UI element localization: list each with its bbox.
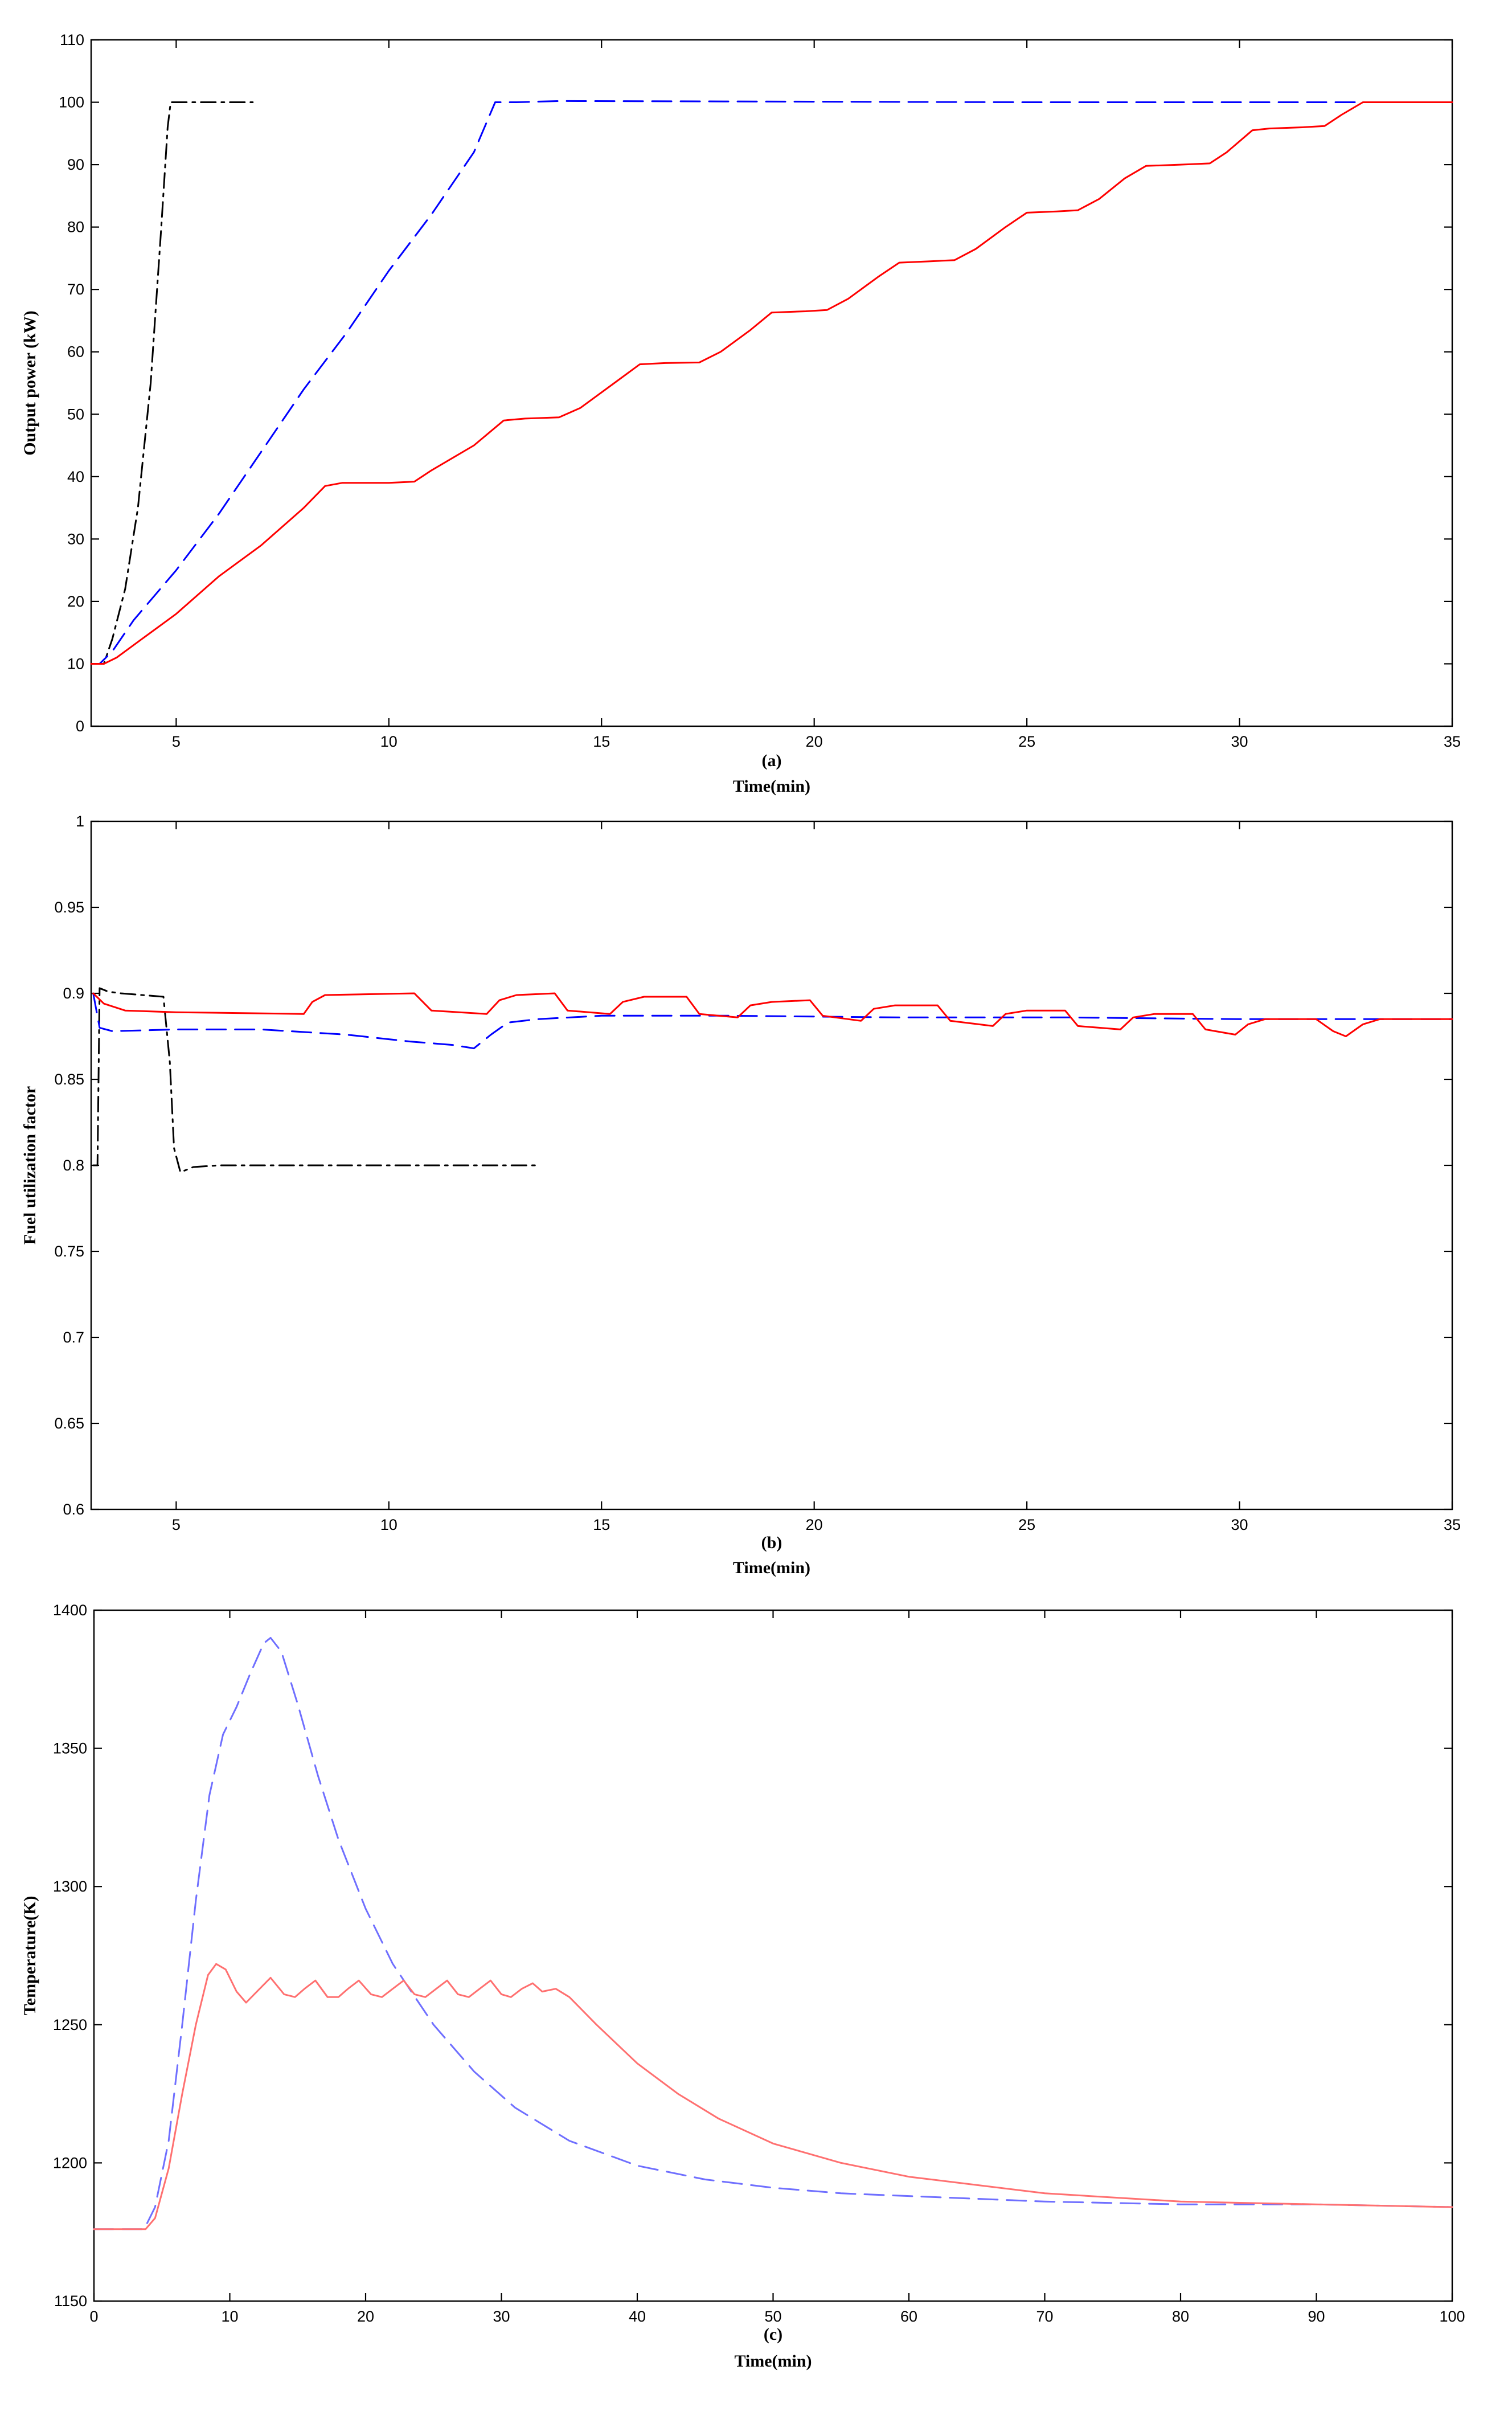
y-tick-label: 30 <box>67 530 84 547</box>
y-tick-label: 60 <box>67 343 84 361</box>
y-tick-label: 110 <box>60 31 84 48</box>
y-tick-label: 0.95 <box>54 899 84 916</box>
y-tick-label: 0.65 <box>54 1415 84 1432</box>
x-tick-label: 5 <box>172 1516 181 1533</box>
y-tick-label: 0.6 <box>63 1501 84 1518</box>
y-tick-label: 100 <box>59 94 84 111</box>
y-axis-title: Fuel utilization factor <box>21 1086 39 1245</box>
y-tick-label: 40 <box>67 468 84 485</box>
x-tick-label: 40 <box>629 2308 646 2325</box>
x-axis-title: Time(min) <box>733 777 810 796</box>
x-axis-title: Time(min) <box>733 1558 810 1577</box>
plot-frame <box>90 820 1453 1511</box>
x-tick-label: 20 <box>806 733 823 750</box>
y-tick-label: 0 <box>76 718 84 735</box>
x-axis-title: Time(min) <box>734 2352 812 2371</box>
x-tick-label: 80 <box>1172 2308 1189 2325</box>
series-line-1 <box>90 100 1453 665</box>
x-tick-label: 25 <box>1018 733 1035 750</box>
series-line-0 <box>93 1637 1453 2230</box>
x-tick-label: 15 <box>593 1516 610 1533</box>
y-tick-label: 90 <box>67 156 84 173</box>
y-axis-title: Temperature(K) <box>21 1896 39 2016</box>
panel-label: (b) <box>761 1533 782 1552</box>
x-tick-label: 10 <box>221 2308 238 2325</box>
plot-frame <box>90 39 1453 727</box>
series-line-1 <box>92 992 1453 1050</box>
panel-label: (a) <box>762 751 782 770</box>
x-tick-label: 50 <box>764 2308 781 2325</box>
chart-panel-0: 5 10 15 20 25 30 35 0 10 20 30 40 50 60 70 80 90 100 110 (a… <box>21 31 1461 796</box>
x-tick-label: 70 <box>1036 2308 1053 2325</box>
y-axis-title: Output power (kW) <box>21 310 39 455</box>
y-tick-label: 10 <box>67 655 84 672</box>
x-tick-label: 20 <box>357 2308 374 2325</box>
x-tick-label: 100 <box>1439 2308 1465 2325</box>
x-tick-label: 15 <box>593 733 610 750</box>
x-tick-label: 20 <box>806 1516 823 1533</box>
plot-frame <box>93 1609 1453 2302</box>
y-tick-label: 1250 <box>53 2016 87 2033</box>
x-tick-label: 10 <box>380 1516 398 1533</box>
series-line-2 <box>90 101 1453 665</box>
y-tick-label: 20 <box>67 593 84 610</box>
x-tick-label: 5 <box>172 733 181 750</box>
y-tick-label: 50 <box>67 406 84 423</box>
series-line-0 <box>90 101 254 665</box>
chart-panel-2: 0 10 20 30 40 50 60 70 80 90 100 1150 1200 1250 1300 13… <box>21 1602 1465 2371</box>
chart-panel-1: 5 10 15 20 25 30 35 0.6 0.65 0.7 0.75 0.8 0.85 0.9 0.9… <box>21 813 1461 1577</box>
y-tick-label: 0.7 <box>63 1329 84 1346</box>
x-tick-label: 30 <box>1231 733 1248 750</box>
x-tick-label: 30 <box>493 2308 510 2325</box>
y-tick-label: 0.8 <box>63 1157 84 1174</box>
x-tick-label: 35 <box>1444 1516 1461 1533</box>
series-line-0 <box>92 987 539 1173</box>
panel-label: (c) <box>764 2325 782 2344</box>
x-tick-label: 10 <box>380 733 398 750</box>
y-tick-label: 70 <box>67 281 84 298</box>
x-tick-label: 30 <box>1231 1516 1248 1533</box>
y-tick-label: 1300 <box>53 1878 87 1895</box>
x-tick-label: 60 <box>900 2308 917 2325</box>
x-tick-label: 0 <box>89 2308 98 2325</box>
y-tick-label: 80 <box>67 219 84 236</box>
x-tick-label: 90 <box>1308 2308 1325 2325</box>
series-line-1 <box>93 1963 1453 2230</box>
x-tick-label: 35 <box>1444 733 1461 750</box>
y-tick-label: 1150 <box>54 2293 87 2310</box>
y-tick-label: 0.9 <box>63 985 84 1002</box>
x-tick-label: 25 <box>1018 1516 1035 1533</box>
y-tick-label: 0.75 <box>54 1243 84 1260</box>
y-tick-label: 1400 <box>53 1602 87 1619</box>
y-tick-label: 1 <box>76 813 84 830</box>
series-line-2 <box>92 992 1453 1037</box>
y-tick-label: 0.85 <box>54 1071 84 1088</box>
y-tick-label: 1350 <box>53 1740 87 1757</box>
y-tick-label: 1200 <box>53 2154 87 2171</box>
